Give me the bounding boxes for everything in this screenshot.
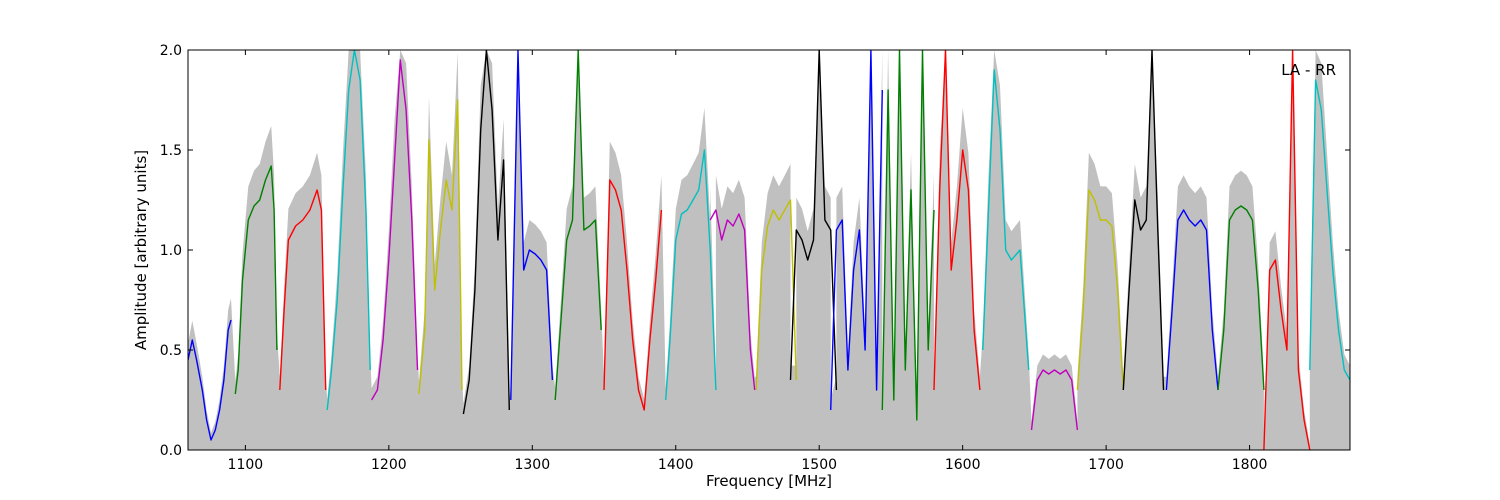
series-line-9	[554, 50, 602, 401]
series-line-13	[755, 199, 797, 391]
x-tick-label-1500: 1500	[801, 457, 837, 473]
y-tick-label-0: 0.0	[160, 443, 182, 459]
y-tick-label-4: 2.0	[160, 43, 182, 59]
x-tick-label-1200: 1200	[371, 457, 407, 473]
x-tick-label-1300: 1300	[514, 457, 550, 473]
series-line-12	[709, 209, 756, 391]
series-line-3	[279, 189, 327, 391]
y-axis-title: Amplitude [arbitrary units]	[132, 150, 150, 350]
x-tick-label-1100: 1100	[228, 457, 264, 473]
x-axis: 1100 1200 1300 1400 1500 1600 1700 1800	[228, 50, 1268, 473]
y-tick-label-1: 0.5	[160, 343, 182, 359]
series-line-6	[418, 99, 463, 395]
series-line-24	[1263, 50, 1311, 450]
series-line-25	[1309, 79, 1350, 381]
x-tick-label-1800: 1800	[1232, 457, 1268, 473]
series-line-22	[1165, 209, 1219, 391]
x-axis-title: Frequency [MHz]	[706, 472, 832, 490]
series-line-5	[370, 59, 419, 401]
series-line-16	[881, 50, 935, 421]
x-tick-label-1700: 1700	[1088, 457, 1124, 473]
y-tick-label-3: 1.5	[160, 143, 182, 159]
series-line-8	[510, 50, 554, 401]
y-axis: 0.0 0.5 1.0 1.5 2.0	[160, 43, 1350, 459]
series-group	[188, 50, 1350, 450]
background-band	[188, 50, 1350, 450]
x-tick-label-1400: 1400	[658, 457, 694, 473]
y-tick-label-2: 1.0	[160, 243, 182, 259]
series-line-18	[982, 69, 1030, 371]
plot-area	[188, 50, 1350, 450]
series-line-14	[789, 50, 838, 391]
series-line-4	[326, 50, 371, 411]
series-line-11	[665, 149, 717, 401]
series-line-1	[188, 319, 232, 441]
series-line-20	[1076, 189, 1124, 391]
series-line-21	[1122, 50, 1165, 391]
series-line-7	[462, 50, 510, 415]
series-line-15	[830, 50, 883, 411]
background-envelope	[188, 50, 1350, 450]
series-line-10	[603, 179, 663, 411]
series-line-19	[1030, 369, 1079, 431]
panel-annotation: LA - RR	[1281, 61, 1336, 79]
series-line-23	[1217, 205, 1265, 391]
x-tick-label-1600: 1600	[945, 457, 981, 473]
series-line-17	[933, 50, 981, 391]
series-line-2	[234, 165, 278, 395]
